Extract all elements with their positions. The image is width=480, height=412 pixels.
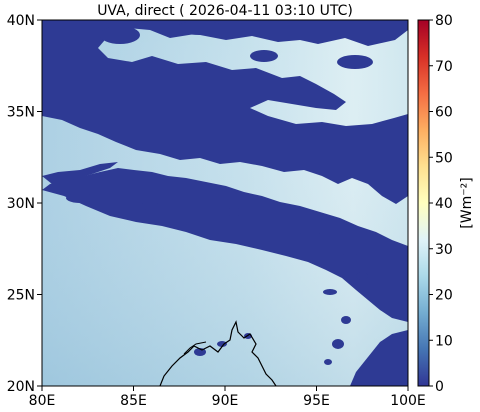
cloud-mask — [42, 20, 408, 386]
colorbar-tick-label: 80 — [435, 13, 453, 29]
lat-tick-label: 20N — [7, 379, 35, 395]
lon-tick-label: 100E — [390, 393, 426, 409]
colorbar-tick-label: 70 — [435, 59, 453, 75]
lon-tick-label: 85E — [120, 393, 147, 409]
colorbar-ticks: 80 70 60 50 40 30 20 10 0 — [429, 13, 453, 395]
latitude-axis: 40N 35N 30N 25N 20N — [7, 13, 42, 395]
colorbar-tick-label: 40 — [435, 196, 453, 212]
lat-tick-label: 35N — [7, 105, 35, 121]
colorbar-unit-label: [Wm⁻²] — [459, 177, 475, 228]
colorbar-gradient — [417, 19, 430, 387]
colorbar-tick-label: 30 — [435, 242, 453, 258]
map-plot-area — [42, 20, 408, 386]
lat-tick-label: 25N — [7, 288, 35, 304]
colorbar: 80 70 60 50 40 30 20 10 0 [Wm⁻²] — [417, 13, 475, 395]
colorbar-tick-label: 10 — [435, 333, 453, 349]
lon-tick-label: 95E — [303, 393, 330, 409]
colorbar-tick-label: 60 — [435, 105, 453, 121]
colorbar-tick-label: 20 — [435, 288, 453, 304]
lon-tick-label: 80E — [29, 393, 56, 409]
lat-tick-label: 30N — [7, 196, 35, 212]
lon-tick-label: 90E — [212, 393, 239, 409]
coastline — [159, 320, 277, 386]
colorbar-tick-label: 0 — [435, 379, 444, 395]
colorbar-tick-label: 50 — [435, 150, 453, 166]
map-title: UVA, direct ( 2026-04-11 03:10 UTC) — [97, 3, 353, 19]
lat-tick-label: 40N — [7, 13, 35, 29]
longitude-axis: 80E 85E 90E 95E 100E — [29, 386, 426, 409]
